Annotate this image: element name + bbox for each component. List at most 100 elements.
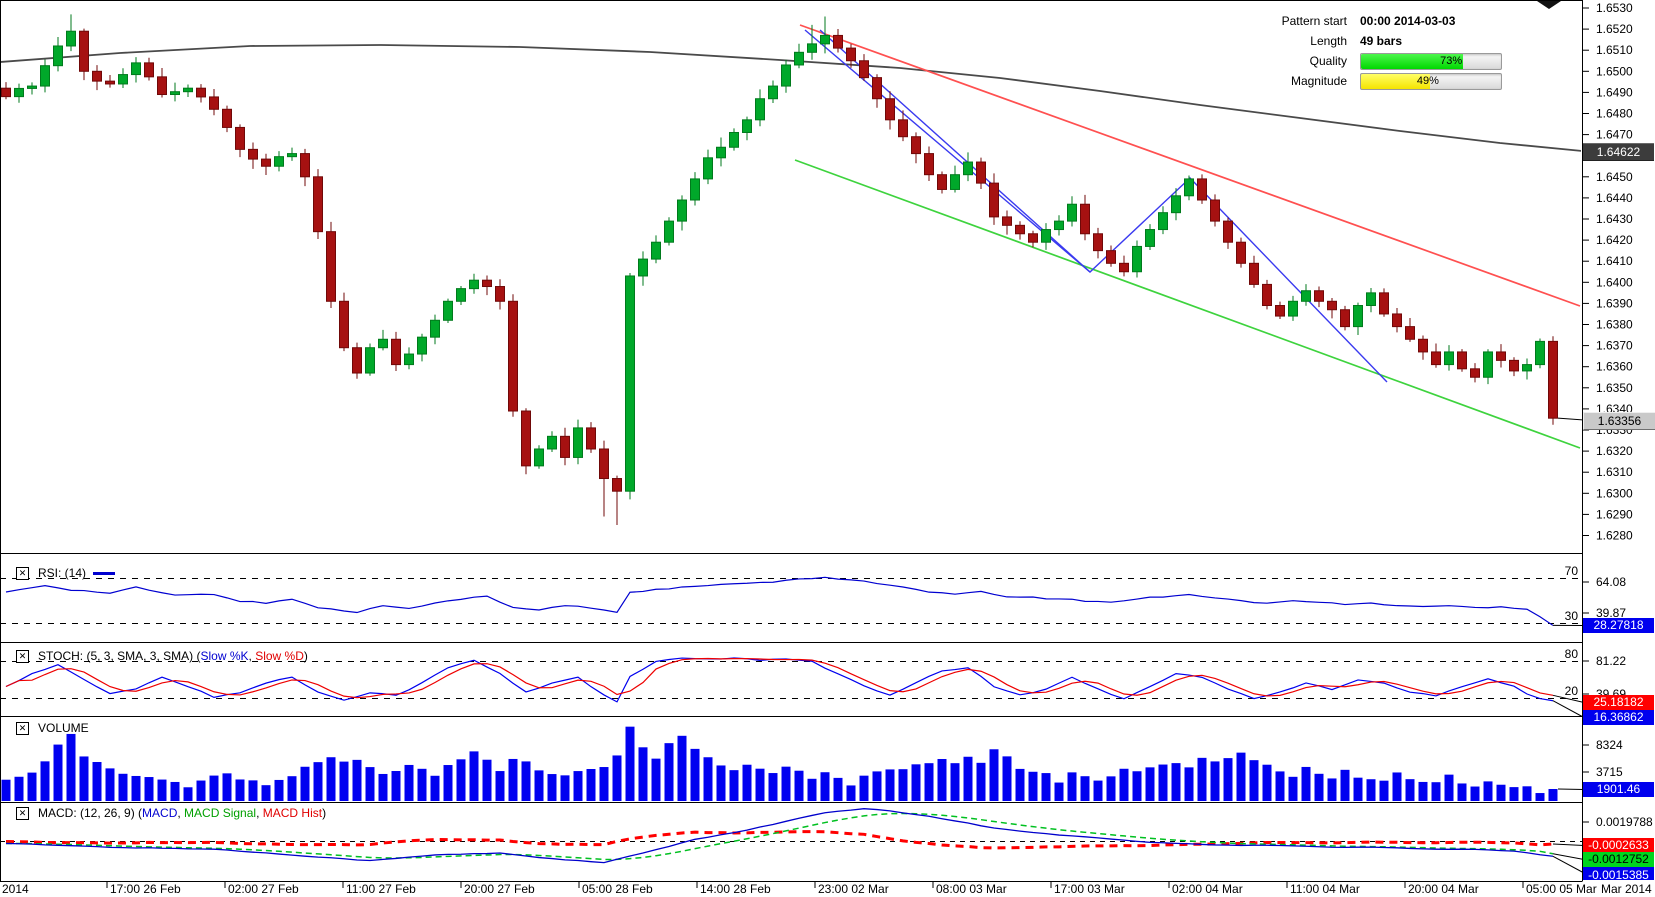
- pattern-upper-trendline: [799, 24, 1581, 307]
- rsi-line-swatch-icon: [93, 572, 116, 575]
- magnitude-progress-fill: [1361, 73, 1430, 89]
- svg-text:0.0019788: 0.0019788: [1596, 815, 1653, 829]
- svg-text:1.6500: 1.6500: [1596, 64, 1633, 78]
- svg-text:1.6390: 1.6390: [1596, 296, 1633, 310]
- ma-value-box: 1.64622: [1583, 143, 1654, 161]
- svg-text:30: 30: [1565, 609, 1579, 623]
- pattern-length-label: Length: [1310, 34, 1347, 48]
- svg-text:08:00 03 Mar: 08:00 03 Mar: [936, 882, 1007, 896]
- svg-text:1.6300: 1.6300: [1596, 486, 1633, 500]
- pattern-zigzag-line: [804, 29, 1388, 383]
- time-axis: 2014 17:00 26 Feb 02:00 27 Feb 11:00 27 Feb…: [2, 882, 1652, 896]
- level-labels: 70 30 80 20: [1565, 564, 1579, 698]
- macd-c2: ,: [256, 806, 263, 820]
- pattern-info-panel: Pattern start 00:00 2014-03-03 Length 49…: [1180, 11, 1520, 91]
- macd-signal-label: MACD Signal: [184, 806, 257, 820]
- stoch-checkbox-icon[interactable]: ✕: [16, 650, 29, 663]
- pattern-direction-marker-icon: [1537, 1, 1561, 9]
- macd-line-box: -0.0015385: [1583, 867, 1654, 880]
- moving-average-line: [1, 44, 1581, 152]
- svg-text:1.6400: 1.6400: [1596, 275, 1633, 289]
- macd-line-label: MACD: [142, 806, 178, 820]
- svg-text:1.6380: 1.6380: [1596, 318, 1633, 332]
- macd-panel-header: ✕ MACD: (12, 26, 9) (MACD, MACD Signal, …: [16, 806, 326, 821]
- svg-text:1.6510: 1.6510: [1596, 43, 1633, 57]
- stoch-title-prefix: STOCH: (5, 3, SMA, 3, SMA) (: [38, 649, 201, 663]
- svg-text:1.6310: 1.6310: [1596, 465, 1633, 479]
- pattern-quality-label: Quality: [1309, 54, 1347, 68]
- rsi-line: [5, 576, 1554, 626]
- pattern-magnitude-label: Magnitude: [1290, 74, 1347, 88]
- macd-title-suffix: ): [322, 806, 327, 820]
- volume-plot: [1, 726, 1558, 801]
- svg-text:1.6530: 1.6530: [1596, 1, 1633, 15]
- volume-current-box: 1901.46: [1583, 782, 1654, 797]
- svg-text:02:00 04 Mar: 02:00 04 Mar: [1172, 882, 1243, 896]
- svg-text:Mar 2014: Mar 2014: [1601, 882, 1652, 896]
- macd-histogram-line: [5, 830, 1554, 850]
- stoch-plot: [5, 657, 1554, 703]
- panel-borders: [0, 0, 1589, 882]
- value-pointer-lines: [1552, 417, 1585, 874]
- last-price-box: 1.63356: [1583, 412, 1655, 430]
- svg-text:02:00 27 Feb: 02:00 27 Feb: [228, 882, 299, 896]
- svg-text:1.6470: 1.6470: [1596, 128, 1633, 142]
- svg-text:8324: 8324: [1596, 738, 1623, 752]
- rsi-checkbox-icon[interactable]: ✕: [16, 567, 29, 580]
- svg-text:1.6420: 1.6420: [1596, 233, 1633, 247]
- pattern-lower-trendline: [794, 159, 1581, 449]
- candlesticks: [1, 14, 1558, 525]
- macd-plot: [5, 808, 1554, 864]
- svg-text:20:00 27 Feb: 20:00 27 Feb: [464, 882, 535, 896]
- stoch-slow-d-label: Slow %D: [255, 649, 304, 663]
- volume-panel-header: ✕ VOLUME: [16, 721, 89, 736]
- svg-text:1.6370: 1.6370: [1596, 339, 1633, 353]
- stoch-slow-k-label: Slow %K: [200, 649, 249, 663]
- svg-text:1.6520: 1.6520: [1596, 22, 1633, 36]
- svg-text:17:00 03 Mar: 17:00 03 Mar: [1054, 882, 1125, 896]
- svg-text:70: 70: [1565, 564, 1579, 578]
- pattern-start-label: Pattern start: [1281, 14, 1347, 28]
- magnitude-progress-bar: 49%: [1360, 72, 1502, 90]
- svg-text:05:00 28 Feb: 05:00 28 Feb: [582, 882, 653, 896]
- pattern-magnitude-row: Magnitude 49%: [1180, 71, 1520, 91]
- svg-text:1.6280: 1.6280: [1596, 529, 1633, 543]
- svg-text:11:00 27 Feb: 11:00 27 Feb: [346, 882, 416, 896]
- svg-text:1.6480: 1.6480: [1596, 107, 1633, 121]
- svg-text:1.6450: 1.6450: [1596, 170, 1633, 184]
- svg-text:81.22: 81.22: [1596, 654, 1626, 668]
- svg-text:14:00 28 Feb: 14:00 28 Feb: [700, 882, 771, 896]
- rsi-panel-header: ✕ RSI: (14): [16, 566, 116, 581]
- rsi-plot: [5, 576, 1554, 626]
- macd-signal-box: -0.0012752: [1583, 852, 1654, 867]
- svg-text:05:00 05 Mar: 05:00 05 Mar: [1526, 882, 1597, 896]
- stoch-title-suffix: ): [303, 649, 308, 663]
- svg-text:20:00 04 Mar: 20:00 04 Mar: [1408, 882, 1479, 896]
- svg-text:20: 20: [1565, 684, 1579, 698]
- pattern-quality-row: Quality 73%: [1180, 51, 1520, 71]
- quality-percent-text: 73%: [1440, 54, 1463, 67]
- svg-text:2014: 2014: [2, 882, 29, 896]
- stoch-slow-d-box: 25.18182: [1583, 695, 1654, 710]
- macd-hist-box: -0.0002633: [1583, 838, 1654, 853]
- markers: [1537, 1, 1561, 9]
- svg-text:1.6350: 1.6350: [1596, 381, 1633, 395]
- level-lines: [0, 578, 1582, 842]
- svg-text:39.87: 39.87: [1596, 606, 1626, 620]
- svg-text:1.6410: 1.6410: [1596, 254, 1633, 268]
- svg-text:1.6360: 1.6360: [1596, 360, 1633, 374]
- svg-text:1.6290: 1.6290: [1596, 507, 1633, 521]
- macd-checkbox-icon[interactable]: ✕: [16, 807, 29, 820]
- svg-text:17:00 26 Feb: 17:00 26 Feb: [110, 882, 181, 896]
- stoch-comma: ,: [248, 649, 256, 663]
- svg-text:23:00 02 Mar: 23:00 02 Mar: [818, 882, 889, 896]
- macd-signal-line: [5, 812, 1554, 861]
- svg-text:80: 80: [1565, 647, 1579, 661]
- volume-checkbox-icon[interactable]: ✕: [16, 722, 29, 735]
- price-axis: 1.6530 1.6520 1.6510 1.6500 1.6490 1.6480 1.64…: [1596, 1, 1633, 543]
- rsi-title: RSI: (14): [38, 566, 87, 580]
- rsi-current-box: 28.27818: [1583, 618, 1654, 633]
